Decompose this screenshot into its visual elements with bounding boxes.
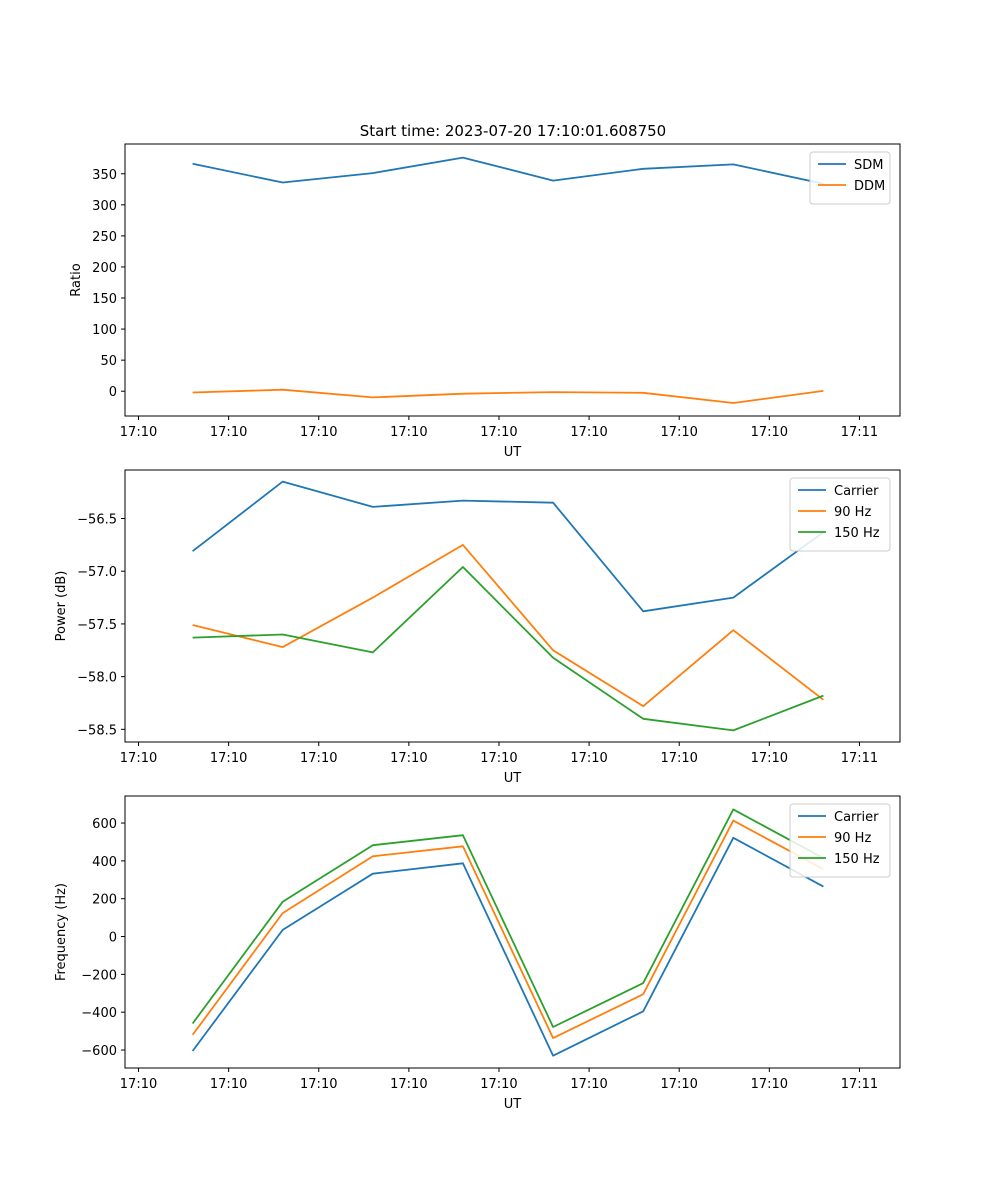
legend-label: 90 Hz — [834, 505, 871, 520]
y-tick-label: −400 — [81, 1006, 117, 1021]
x-tick-label: 17:10 — [390, 751, 427, 766]
x-tick-label: 17:10 — [210, 751, 247, 766]
x-tick-label: 17:11 — [841, 1077, 878, 1092]
y-tick-label: 150 — [92, 292, 117, 307]
x-tick-label: 17:10 — [120, 751, 157, 766]
y-tick-label: −57.0 — [77, 565, 117, 580]
x-axis-label: UT — [504, 1097, 522, 1112]
x-tick-label: 17:10 — [300, 751, 337, 766]
series-line-150-hz — [191, 808, 824, 1028]
x-tick-label: 17:10 — [570, 1077, 607, 1092]
series-line-carrier — [192, 480, 824, 613]
y-tick-label: 100 — [92, 323, 117, 338]
legend-label: DDM — [854, 179, 885, 194]
subplot-1: 17:10 17:10 17:10 17:10 17:10 17:10 17:10 17:10… — [69, 143, 901, 460]
y-tick-label: −200 — [81, 968, 117, 983]
subplot-3: 17:10 17:10 17:10 17:10 17:10 17:10 17:10 17:10… — [54, 795, 901, 1112]
x-tick-label: 17:10 — [390, 1077, 427, 1092]
x-tick-label: 17:10 — [751, 425, 788, 440]
y-tick-label: 200 — [92, 261, 117, 276]
legend-label: 150 Hz — [834, 852, 880, 867]
y-tick-label: 350 — [92, 168, 117, 183]
x-tick-label: 17:10 — [751, 751, 788, 766]
legend-label: SDM — [854, 158, 883, 173]
axes-frame — [124, 795, 901, 1069]
axes-frame — [124, 143, 901, 417]
legend-label: Carrier — [834, 484, 879, 499]
x-tick-label: 17:10 — [120, 425, 157, 440]
y-tick-label: −57.5 — [77, 618, 117, 633]
subplot-2: 17:10 17:10 17:10 17:10 17:10 17:10 17:10 17:10… — [54, 469, 901, 786]
y-tick-label: −600 — [81, 1044, 117, 1059]
x-tick-label: 17:11 — [841, 751, 878, 766]
x-tick-label: 17:10 — [300, 425, 337, 440]
x-tick-label: 17:11 — [841, 425, 878, 440]
series-line-90-hz — [191, 819, 824, 1039]
x-tick-label: 17:10 — [480, 425, 517, 440]
axes-frame — [124, 469, 901, 743]
series-line-150-hz — [192, 566, 824, 732]
legend-label: 90 Hz — [834, 831, 871, 846]
figure-title: Start time: 2023-07-20 17:10:01.608750 — [360, 122, 666, 140]
x-axis-label: UT — [504, 445, 522, 460]
legend-box — [809, 151, 891, 205]
y-tick-label: 600 — [92, 817, 117, 832]
y-tick-label: 200 — [92, 893, 117, 908]
x-tick-label: 17:10 — [480, 751, 517, 766]
y-tick-label: 400 — [92, 855, 117, 870]
x-tick-label: 17:10 — [390, 425, 427, 440]
x-tick-label: 17:10 — [660, 425, 697, 440]
x-tick-label: 17:10 — [210, 425, 247, 440]
x-tick-label: 17:10 — [570, 425, 607, 440]
y-tick-label: −58.0 — [77, 671, 117, 686]
y-tick-label: 50 — [100, 354, 117, 369]
series-line-90-hz — [192, 544, 824, 708]
legend: Carrier 90 Hz 150 Hz — [789, 477, 891, 552]
legend-label: 150 Hz — [834, 526, 880, 541]
y-tick-label: 300 — [92, 199, 117, 214]
y-axis-label: Power (dB) — [54, 571, 69, 642]
x-axis-label: UT — [504, 771, 522, 786]
legend-label: Carrier — [834, 810, 879, 825]
y-tick-label: 0 — [109, 385, 117, 400]
y-tick-label: 250 — [92, 230, 117, 245]
legend: SDM DDM — [809, 151, 891, 205]
x-tick-label: 17:10 — [120, 1077, 157, 1092]
y-tick-label: −56.5 — [77, 512, 117, 527]
x-tick-label: 17:10 — [480, 1077, 517, 1092]
x-tick-label: 17:10 — [300, 1077, 337, 1092]
y-axis-label: Frequency (Hz) — [54, 883, 69, 981]
x-tick-label: 17:10 — [751, 1077, 788, 1092]
y-tick-label: −58.5 — [77, 723, 117, 738]
x-tick-label: 17:10 — [210, 1077, 247, 1092]
y-tick-label: 0 — [109, 931, 117, 946]
series-line-sdm — [192, 156, 824, 185]
x-tick-label: 17:10 — [660, 1077, 697, 1092]
x-tick-label: 17:10 — [660, 751, 697, 766]
series-line-ddm — [192, 388, 824, 404]
x-tick-label: 17:10 — [570, 751, 607, 766]
y-axis-label: Ratio — [69, 263, 84, 296]
series-line-carrier — [191, 836, 824, 1057]
legend: Carrier 90 Hz 150 Hz — [789, 803, 891, 878]
